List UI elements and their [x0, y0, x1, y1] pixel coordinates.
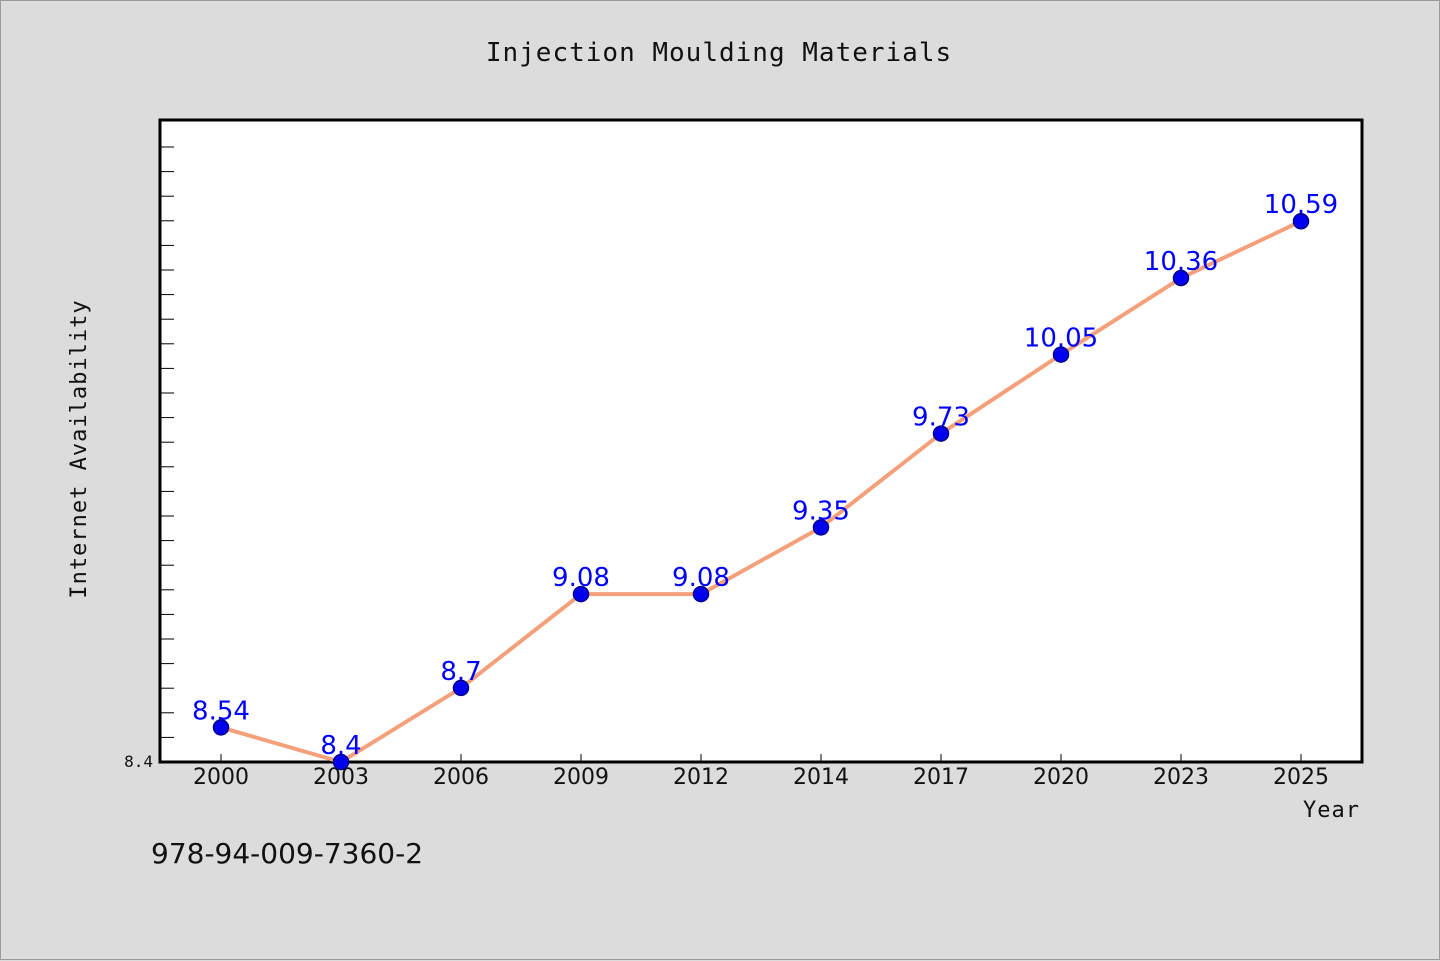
y-axis-ticks — [160, 146, 174, 763]
data-label: 8.54 — [192, 696, 250, 726]
data-label: 10.05 — [1024, 324, 1098, 354]
data-label: 9.73 — [912, 403, 970, 433]
data-label: 10.59 — [1264, 190, 1338, 220]
data-point — [452, 679, 470, 697]
data-point — [812, 519, 830, 536]
data-point — [332, 753, 350, 771]
series-line — [220, 219, 1302, 764]
data-label: 9.35 — [792, 496, 850, 526]
y-tick-label: 8.4 — [124, 752, 153, 771]
x-tick-label: 2000 — [193, 765, 249, 790]
data-label: 9.08 — [552, 563, 610, 593]
x-tick-label: 2020 — [1033, 765, 1089, 790]
data-label: 8.4 — [320, 731, 361, 761]
data-point — [572, 585, 590, 603]
data-label: 9.08 — [672, 563, 730, 593]
series-line-group — [220, 219, 1302, 764]
x-tick-label: 2012 — [673, 765, 729, 790]
data-point — [1052, 346, 1070, 363]
x-tick-label: 2006 — [433, 765, 489, 790]
x-tick-label: 2009 — [553, 765, 609, 790]
data-point — [932, 425, 950, 442]
x-tick-label: 2014 — [793, 765, 849, 790]
x-axis-ticks: 2000 2003 2006 2009 2012 2014 2017 2020 2023 2025 — [193, 754, 1329, 790]
markers-group — [212, 212, 1310, 771]
data-point — [212, 719, 230, 736]
data-point — [692, 585, 710, 603]
data-labels-group: 8.54 8.4 8.7 9.08 9.08 9.35 9.73 10.05 10.36 10.5… — [192, 190, 1338, 761]
footer-isbn: 978-94-009-7360-2 — [151, 837, 423, 870]
data-point — [1172, 269, 1190, 287]
y-axis-label: Internet Availability — [67, 299, 92, 598]
data-label: 8.7 — [440, 657, 481, 687]
x-tick-label: 2023 — [1153, 765, 1209, 790]
plot-area — [158, 118, 1364, 764]
x-axis-label: Year — [1303, 798, 1360, 823]
data-point — [1292, 212, 1310, 230]
data-label: 10.36 — [1144, 247, 1218, 277]
x-tick-label: 2017 — [913, 765, 969, 790]
x-tick-label: 2025 — [1273, 765, 1329, 790]
chart-title: Injection Moulding Materials — [486, 38, 952, 68]
